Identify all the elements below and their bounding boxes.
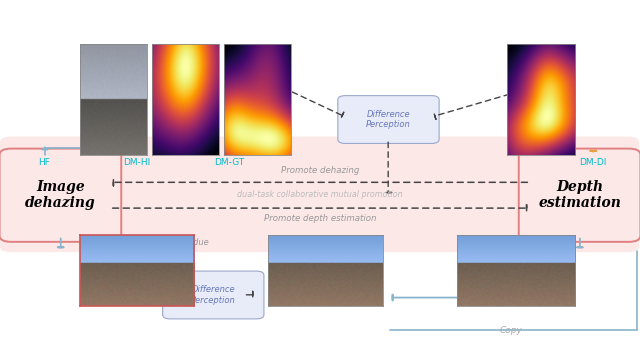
Text: DM-HI: DM-HI [124, 158, 150, 167]
FancyBboxPatch shape [163, 271, 264, 319]
FancyBboxPatch shape [519, 149, 640, 242]
Text: DM-GT: DM-GT [214, 158, 244, 167]
FancyBboxPatch shape [0, 137, 639, 252]
Text: HF: HF [38, 158, 51, 167]
Text: Image
dehazing: Image dehazing [25, 180, 96, 210]
Text: dual-task collaborative mutual promotion: dual-task collaborative mutual promotion [237, 190, 403, 199]
Text: Copy: Copy [500, 326, 522, 335]
Text: Promote dehazing: Promote dehazing [281, 166, 359, 175]
Text: DM-DI: DM-DI [580, 158, 607, 167]
FancyBboxPatch shape [338, 96, 439, 143]
Text: Difference
Perception: Difference Perception [191, 285, 236, 305]
FancyBboxPatch shape [0, 149, 121, 242]
Text: Difference
Perception: Difference Perception [366, 110, 411, 129]
Text: Depth
estimation: Depth estimation [538, 180, 621, 210]
Text: remaining haze residue: remaining haze residue [110, 238, 209, 247]
Text: Promote depth estimation: Promote depth estimation [264, 214, 376, 223]
